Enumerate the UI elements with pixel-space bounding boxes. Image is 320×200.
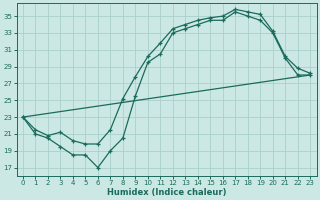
X-axis label: Humidex (Indice chaleur): Humidex (Indice chaleur): [107, 188, 226, 197]
